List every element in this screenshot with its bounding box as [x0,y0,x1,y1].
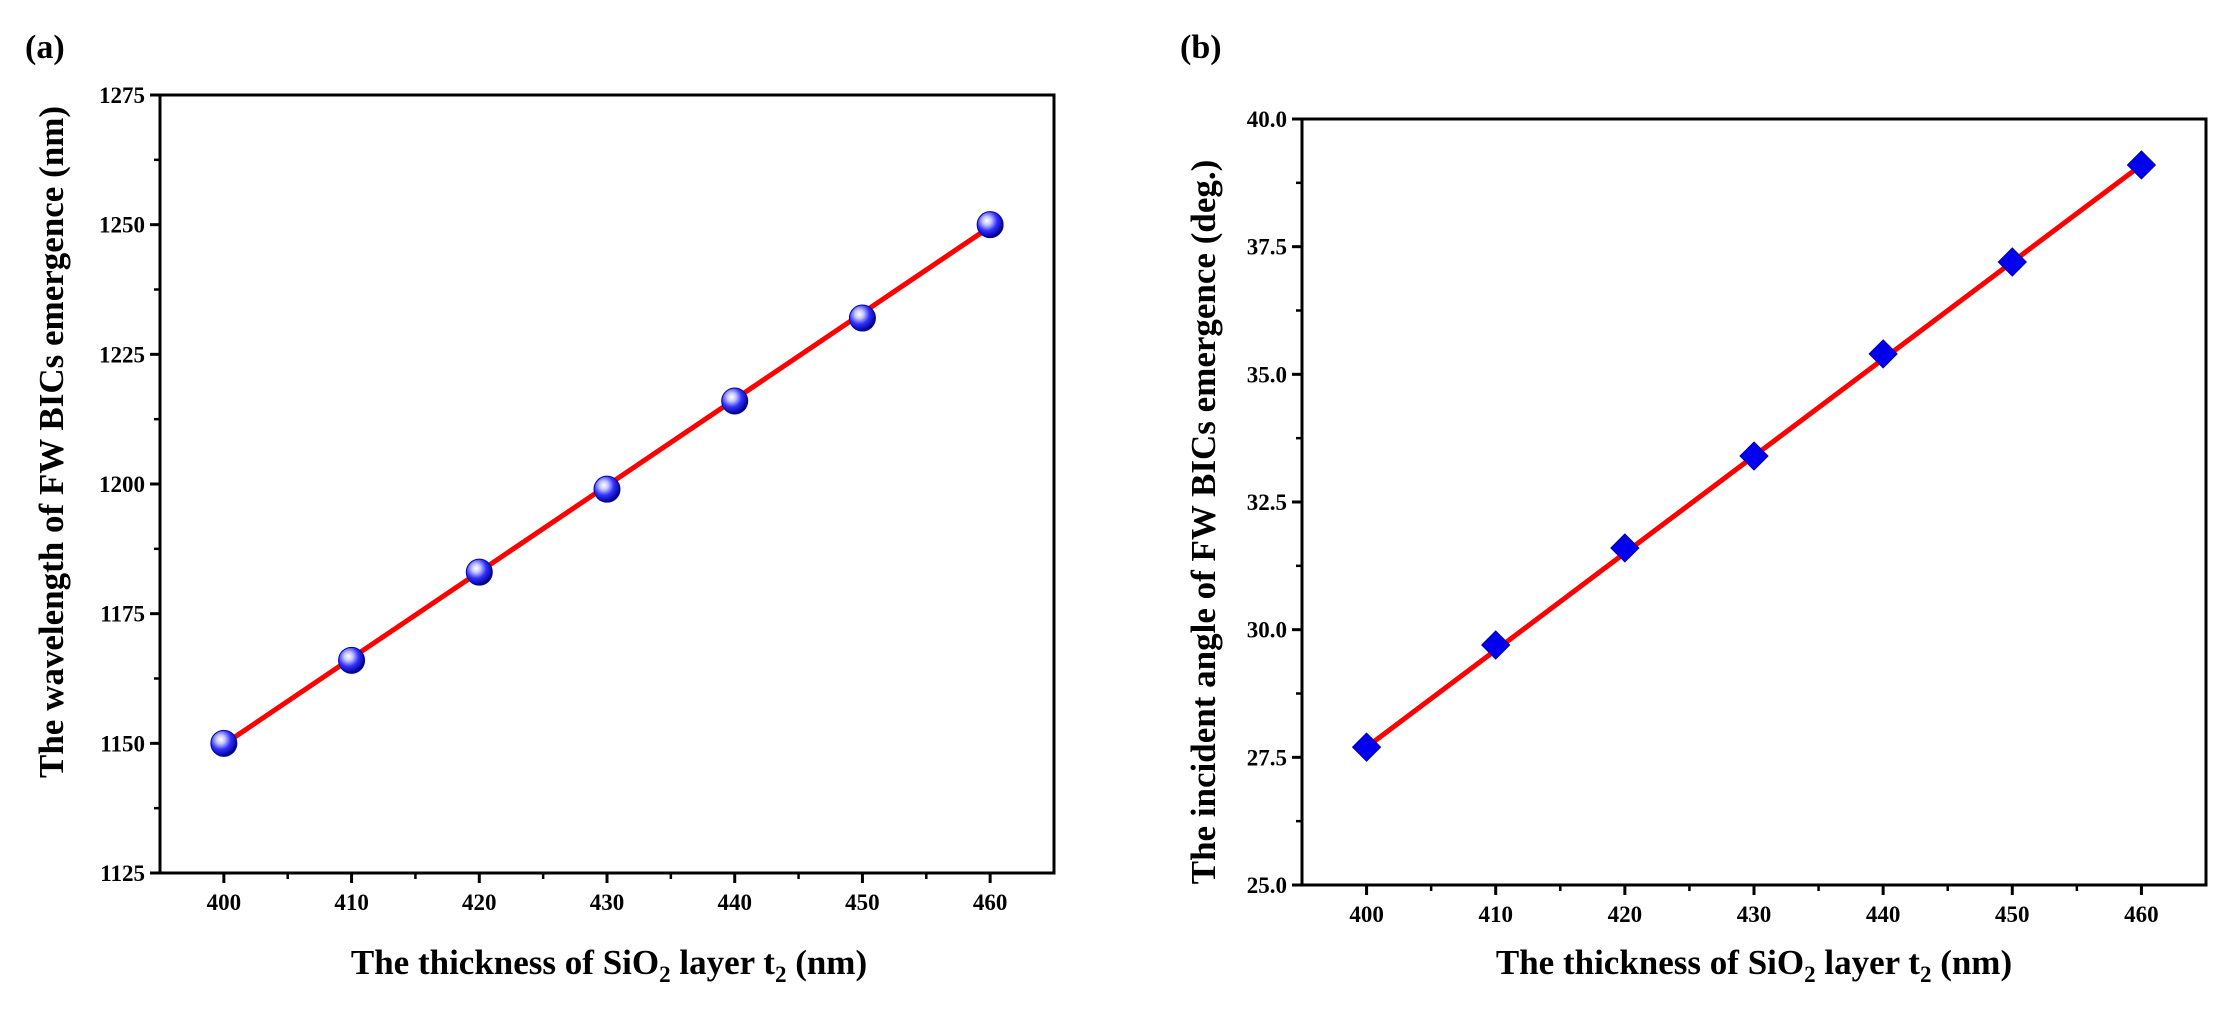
panel-b-y-axis-title: The incident angle of FW BICs emergence … [1184,160,1223,885]
panel-b-x-tick-label: 460 [2124,902,2159,927]
panel-b-data-point [1868,339,1898,369]
panel-b-x-tick-label: 400 [1349,902,1384,927]
panel-b-y-tick-label: 25.0 [1247,873,1287,898]
panel-a-data-point [976,211,1004,239]
panel-a-y-axis-title: The wavelength of FW BICs emergence (nm) [32,106,71,778]
panel-a-x-tick-label: 450 [845,890,880,915]
panel-b-plot-area: 400 410 420 430 440 450 460 25.0 27.5 30.0 32.5 35.… [1247,107,2208,927]
panel-a-x-tick-label: 440 [717,890,752,915]
panel-b-y-tick-label: 32.5 [1247,490,1287,515]
panel-a-data-point [721,387,749,415]
panel-b-y-tick-label: 30.0 [1247,618,1287,643]
panel-a-y-tick-label: 1250 [99,213,145,238]
panel-b: (b) The incident angle of FW BICs emerge… [1180,29,2208,987]
panel-a-data-point [593,475,621,503]
panel-b-label: (b) [1180,29,1222,66]
panel-a: (a) The wavelength of FW BICs emergence … [25,29,1056,987]
panel-b-x-tick-label: 440 [1866,902,1901,927]
panel-b-data-point [1610,533,1640,563]
panel-a-y-tick-label: 1200 [99,472,145,497]
panel-a-data-point [848,304,876,332]
panel-a-data-point [338,646,366,674]
panel-b-data-point [1481,630,1511,660]
panel-b-y-tick-label: 37.5 [1247,235,1287,260]
panel-a-y-tick-label: 1150 [100,731,145,756]
panel-b-frame [1300,117,2208,887]
panel-b-x-tick-label: 430 [1737,902,1772,927]
panel-a-x-tick-label: 400 [207,890,242,915]
panel-a-y-tick-label: 1125 [100,861,145,886]
panel-a-plot-area: 400 410 420 430 440 450 460 1125 1150 1175 1200 122… [99,83,1056,915]
panel-b-x-tick-label: 420 [1608,902,1643,927]
panel-b-y-tick-label: 27.5 [1247,745,1287,770]
panel-a-label: (a) [25,29,65,66]
panel-a-x-tick-label: 460 [973,890,1008,915]
panel-b-data-point [1739,441,1769,471]
panel-a-x-tick-label: 430 [590,890,625,915]
panel-b-data-point [1351,732,1382,762]
panel-a-y-tick-label: 1175 [100,602,145,627]
panel-b-data-point [2126,150,2157,180]
panel-a-data-point [465,558,493,586]
panel-b-x-axis-title: The thickness of SiO2 layer t2 (nm) [1496,943,2012,987]
panel-a-x-axis-title: The thickness of SiO2 layer t2 (nm) [351,943,867,987]
panel-b-y-tick-label: 40.0 [1247,107,1287,132]
panel-a-x-tick-label: 420 [462,890,497,915]
panel-a-y-tick-label: 1275 [99,83,145,108]
panel-a-x-tick-label: 410 [334,890,369,915]
panel-b-y-tick-label: 35.0 [1247,362,1287,387]
panel-b-x-tick-label: 410 [1478,902,1513,927]
panel-a-data-point [210,729,238,757]
panel-b-data-point [1997,247,2027,277]
panel-b-x-tick-label: 450 [1995,902,2030,927]
panel-a-y-tick-label: 1225 [99,342,145,367]
